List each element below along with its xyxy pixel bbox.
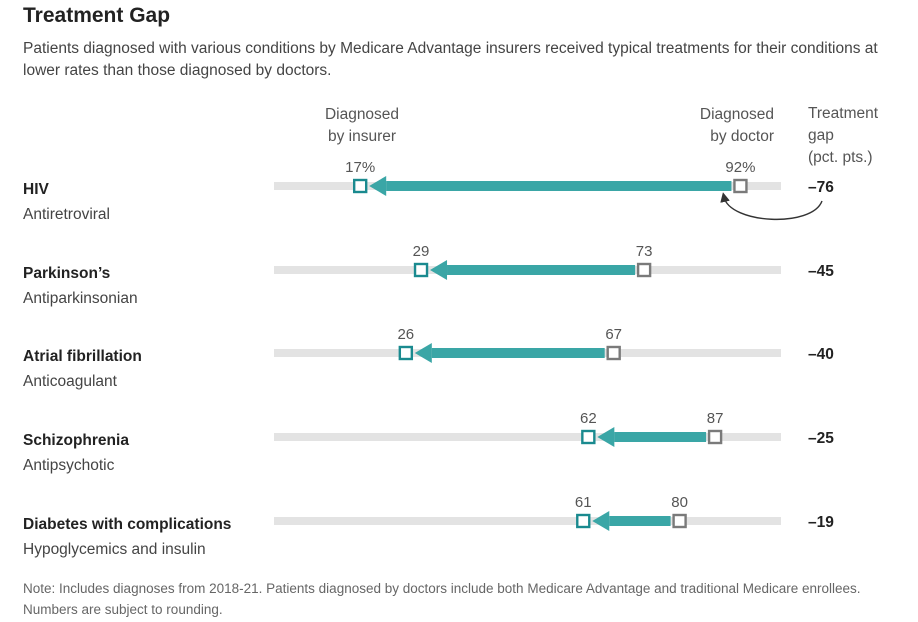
- header-gap-line2: gap: [808, 127, 834, 144]
- chart-title: Treatment Gap: [23, 4, 171, 27]
- track-bar: [274, 517, 781, 525]
- doctor-value-label: 92%: [725, 159, 755, 176]
- gap-arrowhead: [597, 427, 615, 447]
- insurer-value-label: 62: [580, 410, 597, 427]
- gap-value-label: –45: [808, 263, 834, 280]
- insurer-marker: [581, 429, 596, 445]
- gap-arrow-shaft: [447, 265, 636, 275]
- treatment-label: Anticoagulant: [23, 373, 118, 390]
- gap-value-label: –40: [808, 346, 834, 363]
- header-gap-line1: Treatment: [808, 105, 879, 122]
- doctor-marker: [636, 262, 652, 278]
- doctor-value-label: 80: [671, 494, 688, 511]
- condition-label: Parkinson’s: [23, 265, 110, 282]
- treatment-label: Antiparkinsonian: [23, 290, 138, 307]
- treatment-label: Hypoglycemics and insulin: [23, 541, 206, 558]
- doctor-value-label: 73: [636, 243, 653, 260]
- gap-arrowhead: [369, 176, 387, 196]
- doctor-marker: [733, 178, 748, 194]
- insurer-marker: [413, 262, 429, 278]
- insurer-marker: [352, 178, 368, 194]
- doctor-value-label: 87: [707, 410, 724, 427]
- header-insurer-line1: Diagnosed: [325, 106, 399, 123]
- gap-arrow-shaft: [431, 348, 605, 358]
- gap-arrowhead: [414, 343, 432, 363]
- insurer-value-label: 26: [397, 326, 414, 343]
- doctor-value-label: 67: [605, 326, 622, 343]
- track-bar: [274, 433, 781, 441]
- header-doctor-line1: Diagnosed: [700, 106, 774, 123]
- gap-value-label: –25: [808, 430, 834, 447]
- gap-curve-arrow: [720, 192, 823, 220]
- treatment-label: Antiretroviral: [23, 206, 110, 223]
- gap-arrow-shaft: [386, 181, 732, 191]
- header-gap-line3: (pct. pts.): [808, 149, 873, 166]
- insurer-value-label: 17%: [345, 159, 375, 176]
- gap-arrow-shaft: [609, 516, 671, 526]
- header-doctor-line2: by doctor: [710, 128, 774, 145]
- condition-label: Atrial fibrillation: [23, 348, 142, 365]
- condition-label: Schizophrenia: [23, 432, 129, 449]
- doctor-marker: [672, 513, 687, 529]
- insurer-marker: [398, 345, 414, 361]
- treatment-label: Antipsychotic: [23, 457, 115, 474]
- chart-subtitle: Patients diagnosed with various conditio…: [23, 40, 878, 79]
- header-insurer-line2: by insurer: [328, 128, 396, 145]
- chart-note: Note: Includes diagnoses from 2018-21. P…: [23, 581, 861, 617]
- gap-value-label: –76: [808, 179, 834, 196]
- insurer-value-label: 61: [575, 494, 592, 511]
- gap-arrowhead: [430, 260, 448, 280]
- condition-label: HIV: [23, 181, 50, 198]
- condition-label: Diabetes with complications: [23, 516, 231, 533]
- gap-arrowhead: [592, 511, 610, 531]
- gap-arrow-shaft: [614, 432, 707, 442]
- gap-value-label: –19: [808, 514, 834, 531]
- insurer-marker: [576, 513, 591, 529]
- doctor-marker: [606, 345, 621, 361]
- insurer-value-label: 29: [413, 243, 430, 260]
- doctor-marker: [707, 429, 723, 445]
